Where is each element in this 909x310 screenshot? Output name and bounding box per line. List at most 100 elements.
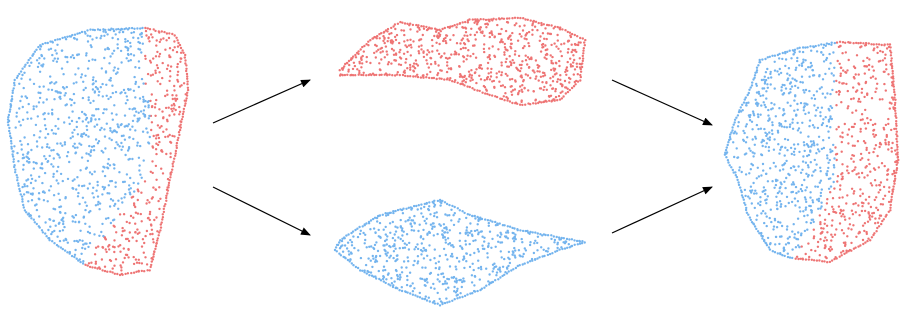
point: [480, 18, 482, 20]
point: [412, 75, 414, 77]
point: [68, 116, 70, 118]
point: [882, 59, 884, 61]
point: [487, 19, 489, 21]
point: [142, 96, 144, 98]
point: [17, 75, 19, 77]
point: [409, 66, 411, 68]
point: [407, 260, 409, 262]
point: [813, 94, 815, 96]
point: [158, 30, 160, 32]
point: [142, 82, 144, 84]
point: [169, 176, 171, 178]
point: [420, 236, 422, 238]
point: [811, 69, 813, 71]
point: [450, 219, 452, 221]
point: [98, 208, 100, 210]
point: [144, 235, 146, 237]
point: [734, 119, 736, 121]
point: [430, 272, 432, 274]
point: [737, 125, 739, 127]
point: [770, 221, 772, 223]
point: [743, 101, 745, 103]
point: [751, 81, 753, 83]
point: [426, 281, 428, 283]
point: [89, 266, 91, 268]
point: [496, 24, 498, 26]
point: [889, 107, 891, 109]
point: [434, 248, 436, 250]
point: [886, 170, 888, 172]
point: [809, 191, 811, 193]
point: [115, 113, 117, 115]
point: [118, 171, 120, 173]
point: [571, 238, 573, 240]
point: [375, 255, 377, 257]
point: [376, 37, 378, 39]
point: [36, 145, 38, 147]
point: [754, 225, 756, 227]
point: [44, 192, 46, 194]
point: [373, 36, 375, 38]
point: [143, 115, 145, 117]
point: [787, 173, 789, 175]
point: [436, 216, 438, 218]
point: [808, 125, 810, 127]
point: [847, 142, 849, 144]
point: [54, 49, 56, 51]
point: [123, 229, 125, 231]
point: [135, 258, 137, 260]
point: [851, 210, 853, 212]
point: [178, 106, 180, 108]
point: [554, 26, 556, 28]
point: [387, 63, 389, 65]
point: [402, 212, 404, 214]
point: [47, 113, 49, 115]
point: [185, 100, 187, 102]
point: [488, 54, 490, 56]
point: [536, 249, 538, 251]
point: [474, 275, 476, 277]
point: [394, 23, 396, 25]
point: [130, 215, 132, 217]
point: [465, 58, 467, 60]
point: [508, 251, 510, 253]
point: [61, 67, 63, 69]
point: [756, 177, 758, 179]
point: [155, 148, 157, 150]
point: [576, 35, 578, 37]
point: [174, 155, 176, 157]
point: [481, 230, 483, 232]
point: [782, 52, 784, 54]
point: [121, 274, 123, 276]
point: [563, 42, 565, 44]
point: [561, 90, 563, 92]
point: [149, 136, 151, 138]
point: [438, 32, 440, 34]
point: [820, 202, 822, 204]
point: [139, 145, 141, 147]
point: [875, 43, 877, 45]
point: [136, 27, 138, 29]
point: [348, 250, 350, 252]
point: [401, 227, 403, 229]
point: [448, 67, 450, 69]
point: [519, 17, 521, 19]
point: [744, 195, 746, 197]
point: [473, 269, 475, 271]
point: [175, 152, 177, 154]
point: [742, 130, 744, 132]
point: [9, 108, 11, 110]
point: [752, 155, 754, 157]
point: [153, 219, 155, 221]
point: [399, 276, 401, 278]
point: [485, 268, 487, 270]
point: [842, 250, 844, 252]
point: [894, 112, 896, 114]
point: [360, 56, 362, 58]
point: [422, 34, 424, 36]
point: [542, 89, 544, 91]
point: [888, 191, 890, 193]
point: [162, 116, 164, 118]
point: [832, 144, 834, 146]
point: [88, 99, 90, 101]
